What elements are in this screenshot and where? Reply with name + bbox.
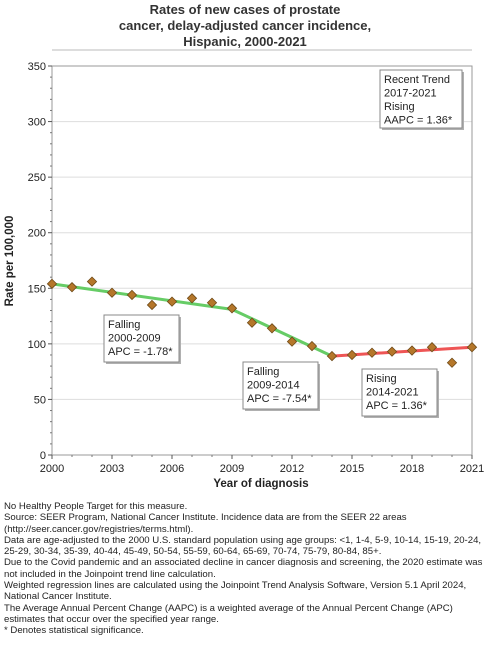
data-point-2001 bbox=[66, 282, 78, 293]
x-tick-label-2009: 2009 bbox=[220, 463, 244, 475]
annotation-4-line-1: Recent Trend bbox=[384, 74, 450, 86]
observed-points bbox=[46, 276, 478, 368]
y-tick-label-300: 300 bbox=[28, 117, 46, 129]
footnote-regression: Weighted regression lines are calculated… bbox=[4, 580, 467, 603]
footnote-aapc: The Average Annual Percent Change (AAPC)… bbox=[4, 602, 453, 625]
data-point-2008 bbox=[206, 297, 218, 308]
x-tick-label-2012: 2012 bbox=[280, 463, 304, 475]
chart-title-line-3: Hispanic, 2000-2021 bbox=[183, 34, 307, 49]
y-tick-label-0: 0 bbox=[40, 450, 46, 462]
y-tick-label-100: 100 bbox=[28, 339, 46, 351]
data-point-2003 bbox=[106, 287, 118, 298]
x-tick-label-2018: 2018 bbox=[400, 463, 424, 475]
annotation-1-line-2: 2000-2009 bbox=[108, 333, 161, 345]
data-point-2002 bbox=[86, 276, 98, 287]
annotation-2-line-1: Falling bbox=[247, 366, 279, 378]
x-tick-label-2000: 2000 bbox=[40, 463, 64, 475]
annotation-3-line-2: 2014-2021 bbox=[366, 387, 419, 399]
data-point-2000 bbox=[46, 278, 58, 290]
data-point-2007 bbox=[186, 293, 198, 304]
y-axis-label: Rate per 100,000 bbox=[4, 216, 16, 307]
data-point-2013 bbox=[306, 340, 318, 352]
data-point-2015 bbox=[346, 349, 358, 361]
data-point-2011 bbox=[266, 323, 278, 334]
annotation-box-3 bbox=[361, 368, 438, 417]
annotation-2-line-2: 2009-2014 bbox=[247, 380, 300, 392]
footnote-healthy-people: No Healthy People Target for this measur… bbox=[4, 501, 188, 512]
y-tick-label-150: 150 bbox=[28, 283, 46, 295]
annotation-4-line-3: Rising bbox=[384, 101, 415, 113]
footnote-source: Source: SEER Program, National Cancer In… bbox=[4, 512, 407, 535]
annotation-3-line-1: Rising bbox=[366, 373, 397, 385]
x-tick-label-2003: 2003 bbox=[100, 463, 124, 475]
y-tick-label-200: 200 bbox=[28, 228, 46, 240]
annotation-3-line-3: APC = 1.36* bbox=[366, 400, 428, 412]
data-point-2019 bbox=[426, 342, 438, 353]
x-tick-label-2015: 2015 bbox=[340, 463, 364, 475]
data-point-2010 bbox=[246, 317, 258, 328]
y-axis: 0 50 100 150 200 250 300 350 bbox=[28, 61, 52, 462]
chart-title-line-2: cancer, delay-adjusted cancer incidence, bbox=[119, 18, 371, 33]
annotation-1-line-3: APC = -1.78* bbox=[108, 346, 173, 358]
data-point-2004 bbox=[126, 289, 138, 301]
annotation-4-line-4: AAPC = 1.36* bbox=[384, 115, 453, 127]
trend-segment-2 bbox=[230, 307, 334, 358]
y-tick-label-50: 50 bbox=[34, 394, 46, 406]
footnote-age-adjustment: Data are age-adjusted to the 2000 U.S. s… bbox=[4, 534, 482, 558]
footnote-significance: * Denotes statistical significance. bbox=[4, 625, 144, 637]
data-point-2012 bbox=[286, 336, 298, 347]
footnotes: No Healthy People Target for this measur… bbox=[4, 501, 490, 637]
data-point-2014 bbox=[326, 350, 338, 362]
y-tick-label-350: 350 bbox=[28, 61, 46, 73]
annotation-1-line-1: Falling bbox=[108, 319, 140, 331]
x-axis: 2000 2003 2006 2009 2012 2015 2018 2021 bbox=[40, 455, 484, 475]
data-point-2005 bbox=[146, 299, 158, 311]
x-tick-label-2006: 2006 bbox=[160, 463, 184, 475]
footnote-covid: Due to the Covid pandemic and an associa… bbox=[4, 557, 483, 580]
chart-title-line-1: Rates of new cases of prostate bbox=[150, 2, 341, 17]
data-point-2006 bbox=[166, 296, 178, 307]
annotation-box-1 bbox=[103, 314, 180, 363]
annotation-box-2 bbox=[242, 361, 319, 410]
y-tick-label-250: 250 bbox=[28, 172, 46, 184]
trend-segment-1 bbox=[50, 282, 234, 311]
plot-area-frame bbox=[51, 65, 473, 456]
x-tick-label-2021: 2021 bbox=[460, 463, 484, 475]
annotation-4-line-2: 2017-2021 bbox=[384, 88, 437, 100]
data-point-2009 bbox=[226, 303, 238, 314]
data-point-2017 bbox=[386, 346, 398, 357]
data-point-2021 bbox=[466, 342, 478, 353]
x-axis-label: Year of diagnosis bbox=[213, 478, 308, 490]
annotation-box-4 bbox=[379, 69, 463, 129]
annotation-2-line-3: APC = -7.54* bbox=[247, 393, 312, 405]
data-point-2016 bbox=[366, 347, 378, 358]
prostate-incidence-chart: Rates of new cases of prostate cancer, d… bbox=[4, 2, 484, 490]
data-point-2020 bbox=[446, 357, 458, 368]
data-point-2018 bbox=[406, 345, 418, 356]
